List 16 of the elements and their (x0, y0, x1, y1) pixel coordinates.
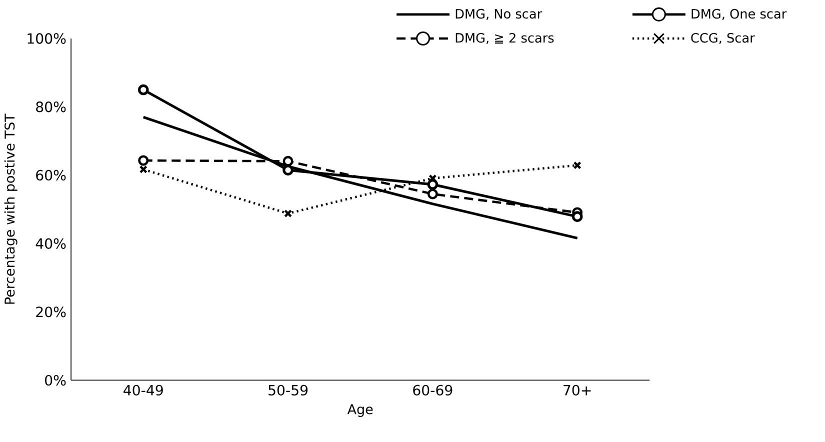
legend-label: DMG, ≧ 2 scars (456, 33, 554, 44)
x-tick-label: 60-69 (413, 384, 452, 396)
y-tick-label: 80% (36, 102, 66, 112)
legend-label: DMG, No scar (456, 8, 542, 20)
y-tick-label: 40% (36, 238, 66, 249)
y-tick-label: 20% (36, 306, 66, 318)
y-tick-label: 60% (36, 170, 66, 181)
y-tick-label: 0% (45, 374, 66, 386)
y-axis-title: Percentage with postive TST (4, 114, 18, 304)
y-tick-label: 100% (28, 33, 66, 44)
x-tick-label: 70+ (564, 384, 591, 396)
legend-label: CCG, Scar (691, 33, 755, 44)
x-tick-label: 50-59 (268, 384, 308, 396)
legend-label: DMG, One scar (692, 8, 787, 20)
x-tick-label: 40-49 (124, 384, 163, 396)
x-axis-title: Age (347, 404, 373, 417)
